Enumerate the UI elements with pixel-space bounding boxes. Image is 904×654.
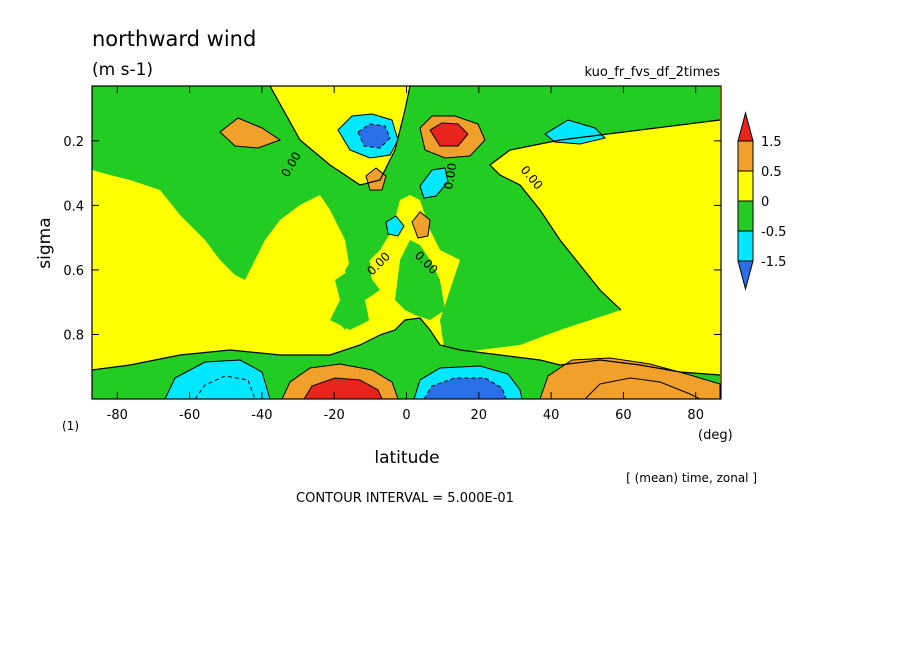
x-tick-label: 60 <box>615 408 632 423</box>
color-legend: 1.5 0.5 0 -0.5 -1.5 <box>737 111 786 291</box>
contour-zero-line <box>269 86 411 186</box>
fill-weak-positive-island <box>365 290 400 330</box>
fill-negative-strong-upper-center <box>357 123 391 149</box>
fill-positive-upper-left <box>219 117 282 149</box>
fill-weak-negative-upper <box>92 86 720 399</box>
x-tick-label: -20 <box>324 408 345 423</box>
fill-positive-strong-lower-center <box>303 377 383 399</box>
y-tick-label: 0.8 <box>63 328 84 343</box>
legend-level-label: 0 <box>761 195 769 210</box>
contour-label: 0.00 <box>441 162 459 191</box>
x-tick-label: 80 <box>687 408 704 423</box>
x-tick-label: 0 <box>402 408 410 423</box>
chart-title: northward wind <box>92 27 256 51</box>
y-tick-label: 0.6 <box>63 264 84 279</box>
x-axis-title: latitude <box>374 448 439 468</box>
legend-swatch <box>737 230 754 262</box>
x-tick-label: -60 <box>179 408 200 423</box>
fill-negative-strong-lower-center <box>423 377 507 399</box>
legend-level-label: 0.5 <box>761 165 782 180</box>
fill-weak-negative-lower-left <box>335 305 352 330</box>
x-tick-label: -80 <box>107 408 128 423</box>
contour-zero-line-right <box>489 119 721 311</box>
fill-negative-upper-right <box>544 119 606 145</box>
fill-weak-negative-center <box>395 240 445 320</box>
x-tick-label: 40 <box>543 408 560 423</box>
averaging-note: [ (mean) time, zonal ] <box>626 471 757 485</box>
y-axis: 0.2 0.4 0.6 0.8 <box>63 135 721 343</box>
fill-negative-mid-right <box>419 167 449 199</box>
fill-weak-negative-center-left <box>345 255 372 300</box>
chart-units: (m s-1) <box>92 60 153 80</box>
legend-swatch <box>737 200 754 232</box>
axis-note: (1) <box>62 419 79 433</box>
legend-level-label: -0.5 <box>761 225 786 240</box>
y-tick-label: 0.4 <box>63 199 84 214</box>
x-axis: -80 -60 -40 -20 0 20 40 60 80 <box>107 86 704 423</box>
legend-swatch <box>737 140 754 172</box>
legend-swatch <box>737 111 754 142</box>
x-tick-label: -40 <box>251 408 272 423</box>
y-tick-label: 0.2 <box>63 135 84 150</box>
x-unit-label: (deg) <box>698 428 733 443</box>
y-axis-title: sigma <box>35 217 55 268</box>
legend-level-label: -1.5 <box>761 255 786 270</box>
contour-zero-line-bottom <box>92 317 721 376</box>
plot-area: 0.00 0.00 0.00 0.00 0.00 <box>91 85 722 400</box>
contour-interval-note: CONTOUR INTERVAL = 5.000E-01 <box>296 491 514 506</box>
x-tick-label: 20 <box>471 408 488 423</box>
fill-positive-mid-left <box>365 167 387 191</box>
contour-positive-lower-right <box>584 377 701 399</box>
legend-swatch <box>737 260 754 291</box>
fill-negative-mid-center <box>385 215 405 237</box>
fill-positive-strong-upper-center <box>429 122 469 147</box>
experiment-label: kuo_fr_fvs_df_2times <box>584 65 720 80</box>
fill-positive-mid-center <box>411 211 431 239</box>
legend-swatch <box>737 170 754 202</box>
contour-fills <box>92 86 721 399</box>
legend-level-label: 1.5 <box>761 135 782 150</box>
